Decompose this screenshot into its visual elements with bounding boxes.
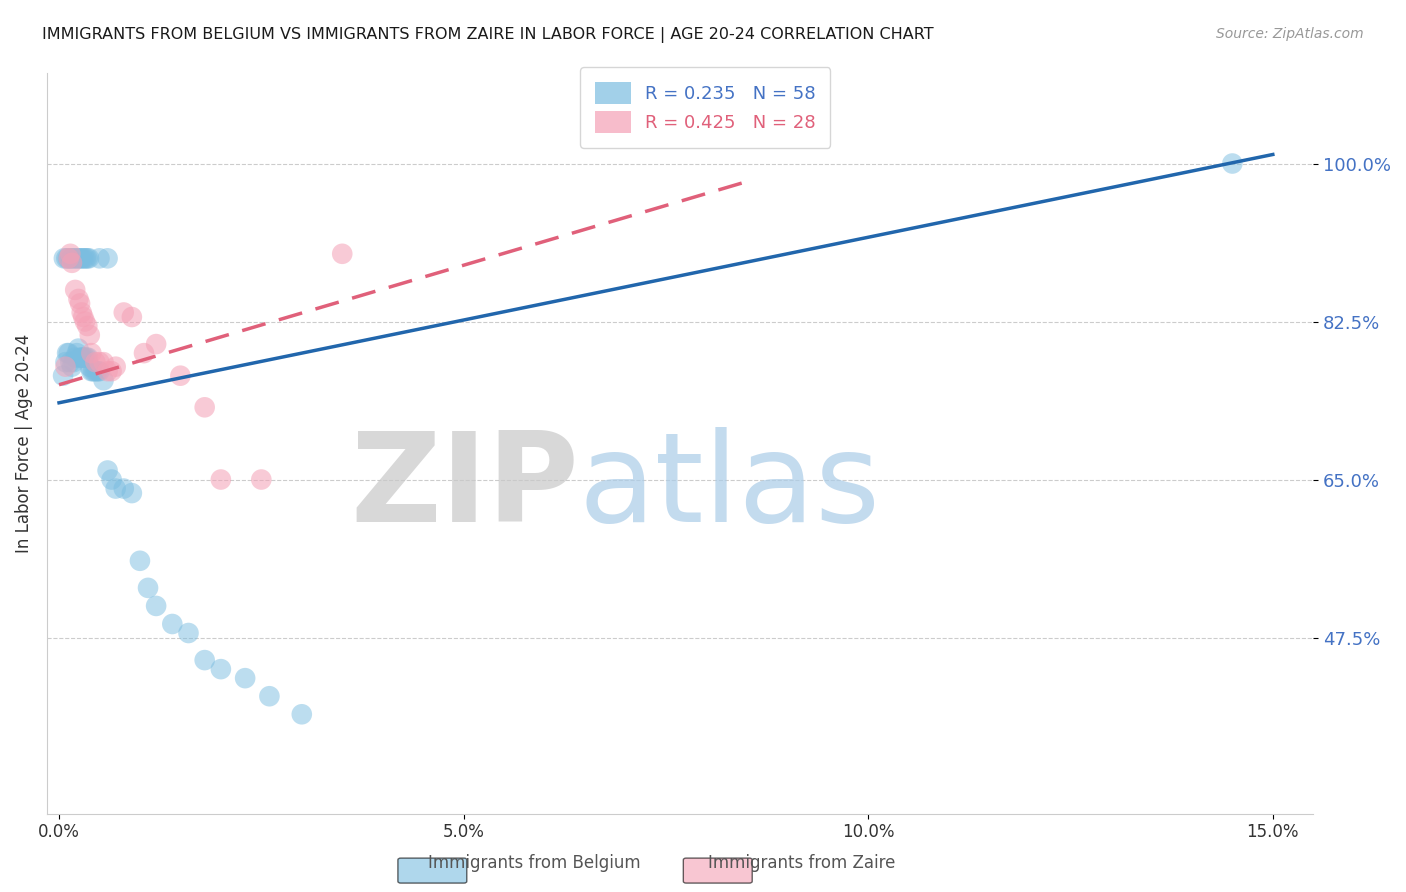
Point xyxy=(73,314,96,328)
Point xyxy=(62,355,84,369)
Point xyxy=(52,252,75,266)
Text: Immigrants from Belgium: Immigrants from Belgium xyxy=(427,855,641,872)
Point xyxy=(89,252,111,266)
Point xyxy=(79,359,101,374)
Point xyxy=(93,355,115,369)
Point xyxy=(69,351,91,365)
Point xyxy=(121,486,143,500)
Point xyxy=(100,364,122,378)
Point xyxy=(1220,156,1243,170)
Point xyxy=(76,319,98,334)
Point xyxy=(56,346,79,360)
Text: Immigrants from Zaire: Immigrants from Zaire xyxy=(707,855,896,872)
Text: ZIP: ZIP xyxy=(350,427,579,549)
Point xyxy=(84,364,107,378)
Point xyxy=(77,252,100,266)
Text: Source: ZipAtlas.com: Source: ZipAtlas.com xyxy=(1216,27,1364,41)
Point xyxy=(112,305,135,319)
Point xyxy=(72,310,94,324)
Point xyxy=(145,599,167,613)
Point xyxy=(72,252,94,266)
Point xyxy=(194,401,217,415)
Point xyxy=(77,351,100,365)
Point xyxy=(97,252,120,266)
Point xyxy=(70,351,93,365)
Point xyxy=(145,337,167,351)
Point xyxy=(52,368,75,383)
Point xyxy=(69,296,91,310)
Point xyxy=(136,581,159,595)
Point xyxy=(82,364,104,378)
Point xyxy=(104,359,127,374)
Point xyxy=(60,359,83,374)
Point xyxy=(80,364,103,378)
Point xyxy=(162,617,184,632)
Point xyxy=(60,256,83,270)
Point xyxy=(129,554,152,568)
Point xyxy=(89,364,111,378)
Point xyxy=(72,351,94,365)
Point xyxy=(87,364,110,378)
Point xyxy=(194,653,217,667)
Point xyxy=(84,355,107,369)
Text: IMMIGRANTS FROM BELGIUM VS IMMIGRANTS FROM ZAIRE IN LABOR FORCE | AGE 20-24 CORR: IMMIGRANTS FROM BELGIUM VS IMMIGRANTS FR… xyxy=(42,27,934,43)
Point xyxy=(62,252,84,266)
Point xyxy=(63,252,86,266)
Point xyxy=(58,346,80,360)
Y-axis label: In Labor Force | Age 20-24: In Labor Force | Age 20-24 xyxy=(15,334,32,553)
Point xyxy=(76,252,98,266)
Point xyxy=(67,292,90,306)
Point xyxy=(104,482,127,496)
Point xyxy=(60,252,83,266)
Point xyxy=(59,355,82,369)
Point xyxy=(79,328,101,343)
Point xyxy=(97,364,120,378)
Point xyxy=(330,247,353,261)
Point xyxy=(250,473,273,487)
Point xyxy=(169,368,191,383)
Text: atlas: atlas xyxy=(579,427,882,549)
Point xyxy=(66,346,89,360)
Point xyxy=(89,355,111,369)
Point xyxy=(73,351,96,365)
Point xyxy=(100,473,122,487)
Point xyxy=(73,252,96,266)
Point xyxy=(291,707,314,722)
Point xyxy=(55,355,77,369)
Point xyxy=(209,662,232,676)
Point xyxy=(58,252,80,266)
Point xyxy=(55,252,77,266)
Point xyxy=(55,359,77,374)
Point xyxy=(83,364,105,378)
Point xyxy=(63,351,86,365)
Point xyxy=(97,463,120,477)
Point xyxy=(66,252,89,266)
Point xyxy=(70,305,93,319)
Point xyxy=(70,252,93,266)
Point xyxy=(177,626,200,640)
Point xyxy=(58,252,80,266)
Point xyxy=(132,346,155,360)
Point xyxy=(67,252,90,266)
Point xyxy=(56,252,79,266)
Point xyxy=(63,283,86,297)
Legend: R = 0.235   N = 58, R = 0.425   N = 28: R = 0.235 N = 58, R = 0.425 N = 28 xyxy=(581,68,831,147)
Point xyxy=(93,373,115,387)
Point xyxy=(233,671,256,685)
Point xyxy=(76,351,98,365)
Point xyxy=(112,482,135,496)
Point xyxy=(259,690,281,704)
Point xyxy=(67,342,90,356)
Point xyxy=(59,247,82,261)
Point xyxy=(80,346,103,360)
Point xyxy=(65,252,87,266)
Point xyxy=(121,310,143,324)
Point xyxy=(209,473,232,487)
Point xyxy=(75,252,97,266)
